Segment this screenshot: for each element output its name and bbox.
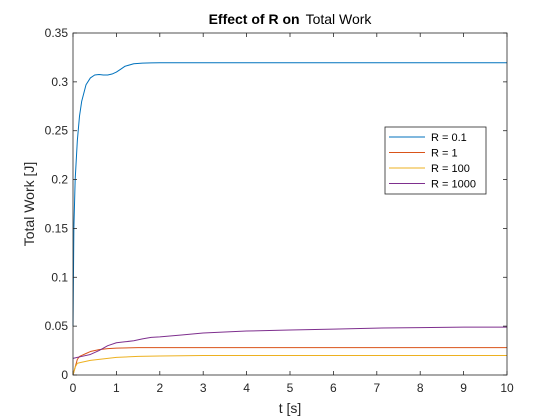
legend-label-4: R = 1000 xyxy=(431,179,476,191)
x-tick-label: 1 xyxy=(113,381,120,395)
legend-box xyxy=(384,126,487,195)
y-tick-label: 0.2 xyxy=(51,173,68,187)
x-tick-label: 8 xyxy=(417,381,424,395)
y-tick-label: 0.15 xyxy=(45,221,69,235)
legend-label-3: R = 100 xyxy=(431,163,470,175)
legend-entries: R = 0.1 R = 1 R = 100 R = 1000 xyxy=(389,132,476,191)
x-tick-label: 10 xyxy=(500,381,514,395)
x-tick-label: 9 xyxy=(460,381,467,395)
y-axis-label: Total Work [J] xyxy=(21,162,37,247)
tick-marks-group xyxy=(72,32,508,376)
legend: R = 0.1 R = 1 R = 100 R = 1000 xyxy=(384,126,487,195)
series-line-3 xyxy=(72,354,507,376)
y-tick-label: 0.3 xyxy=(51,75,68,89)
x-tick-label: 2 xyxy=(156,381,163,395)
series-line-1 xyxy=(72,62,507,327)
y-tick-label: 0.05 xyxy=(45,319,69,333)
y-tick-label: 0 xyxy=(61,368,68,382)
y-tick-label: 0.25 xyxy=(45,124,69,138)
y-tick-label: 0.1 xyxy=(51,270,68,284)
x-tick-label: 4 xyxy=(243,381,250,395)
x-tick-label: 6 xyxy=(330,381,337,395)
series-lines-group xyxy=(72,62,507,376)
x-tick-label: 7 xyxy=(373,381,380,395)
x-axis-label: t [s] xyxy=(279,400,302,416)
x-tick-label: 5 xyxy=(287,381,294,395)
tick-labels-group: 0 1 2 3 4 5 6 7 8 9 10 0 0.05 0.1 0.15 0.2 0.25 0.3 0.35 xyxy=(45,26,514,395)
chart-title: Effect of R on Total Work xyxy=(209,11,373,27)
plot-area-frame xyxy=(72,32,508,376)
x-tick-label: 0 xyxy=(70,381,77,395)
legend-label-1: R = 0.1 xyxy=(431,132,467,144)
series-line-2 xyxy=(72,347,507,376)
chart-title-normal: Total Work xyxy=(306,11,373,27)
series-line-4 xyxy=(72,326,507,359)
y-tick-label: 0.35 xyxy=(45,26,69,40)
x-tick-label: 3 xyxy=(200,381,207,395)
chart-title-bold: Effect of R on xyxy=(209,11,300,27)
legend-label-2: R = 1 xyxy=(431,148,458,160)
